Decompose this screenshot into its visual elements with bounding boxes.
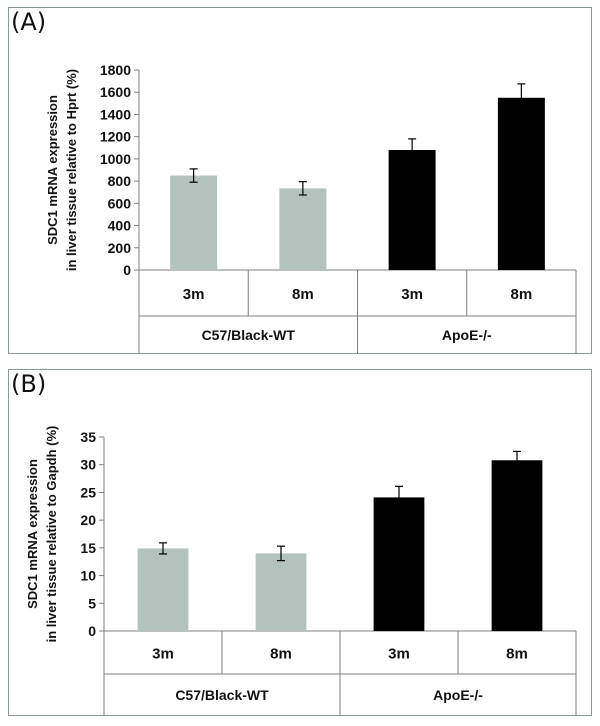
y-tick-label: 20 xyxy=(80,512,96,528)
y-tick-label: 15 xyxy=(80,540,96,556)
y-tick-label: 1600 xyxy=(100,84,131,100)
chart-panel-b: (B) SDC1 mRNA expression in liver tissue … xyxy=(8,369,592,716)
y-axis-title-line: SDC1 mRNA expression xyxy=(25,459,40,609)
y-tick-label: 0 xyxy=(88,623,96,639)
y-tick-label: 1200 xyxy=(100,129,131,145)
x-category-label: 8m xyxy=(511,286,533,303)
bar xyxy=(170,175,218,270)
y-tick-label: 25 xyxy=(80,484,96,500)
bar xyxy=(388,150,436,270)
y-axis-title: SDC1 mRNA expression in liver tissue rela… xyxy=(45,69,79,271)
bar xyxy=(279,188,327,270)
y-tick-label: 200 xyxy=(108,240,132,256)
bar-chart-a: SDC1 mRNA expression in liver tissue rela… xyxy=(45,62,577,354)
x-group-label: C57/Black-WT xyxy=(202,327,296,343)
x-category-label: 8m xyxy=(506,646,528,663)
y-tick-label: 600 xyxy=(108,195,132,211)
y-tick-label: 10 xyxy=(80,568,96,584)
y-axis-title-line: in liver tissue relative to Gapdh (%) xyxy=(44,426,59,643)
x-group-label: ApoE-/- xyxy=(433,687,483,703)
x-group-label: C57/Black-WT xyxy=(175,687,269,703)
bar xyxy=(497,97,545,271)
y-tick-label: 0 xyxy=(123,262,131,278)
y-tick-label: 30 xyxy=(80,457,96,473)
bar xyxy=(137,548,189,631)
x-category-label: 8m xyxy=(292,286,314,303)
y-axis-title-line: in liver tissue relative to Hprt (%) xyxy=(64,69,79,271)
x-category-label: 8m xyxy=(270,646,292,663)
y-tick-label: 1400 xyxy=(100,106,131,122)
y-tick-label: 1000 xyxy=(100,151,131,167)
y-tick-label: 400 xyxy=(108,218,132,234)
chart-panel-a: (A) SDC1 mRNA expression in liver tissue … xyxy=(8,7,592,354)
x-category-label: 3m xyxy=(401,286,423,303)
bar xyxy=(373,497,425,631)
x-category-label: 3m xyxy=(388,646,410,663)
y-tick-label: 1800 xyxy=(100,62,131,78)
x-category-label: 3m xyxy=(183,286,205,303)
bar-chart-b: SDC1 mRNA expression in liver tissue rela… xyxy=(25,426,577,716)
y-tick-label: 800 xyxy=(108,173,132,189)
y-tick-label: 35 xyxy=(80,429,96,445)
x-group-label: ApoE-/- xyxy=(442,327,492,343)
y-tick-label: 5 xyxy=(88,595,96,611)
y-axis-title: SDC1 mRNA expression in liver tissue rela… xyxy=(25,426,59,643)
bar xyxy=(491,460,543,631)
x-category-label: 3m xyxy=(152,646,174,663)
y-axis-title-line: SDC1 mRNA expression xyxy=(45,95,60,245)
panel-label-a: (A) xyxy=(11,8,47,36)
panel-label-b: (B) xyxy=(11,370,47,398)
bar xyxy=(255,553,307,631)
